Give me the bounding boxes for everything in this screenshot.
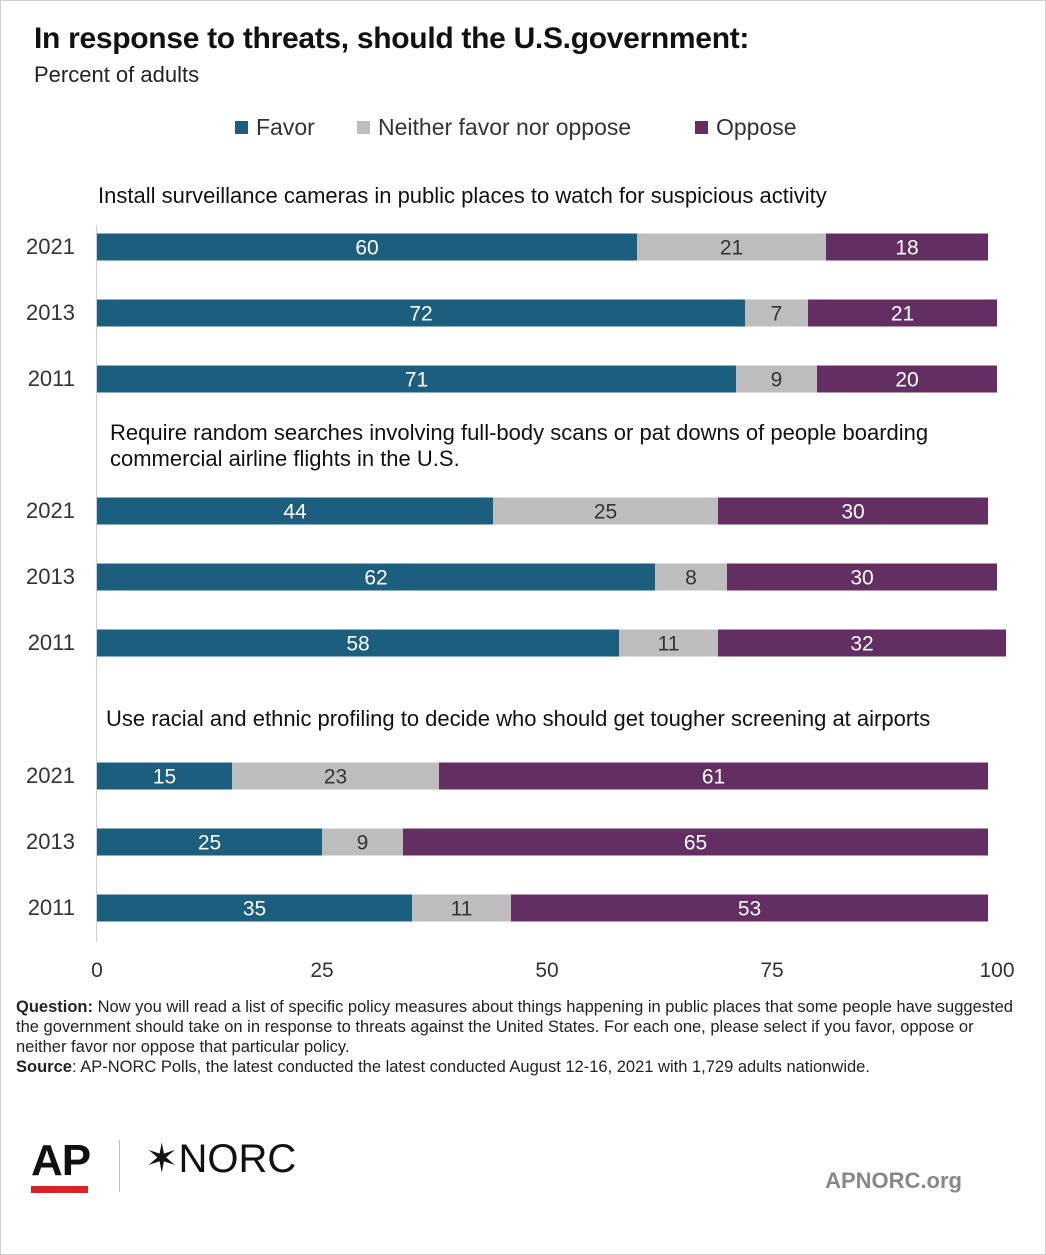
year-label: 2013 — [26, 564, 75, 589]
year-label: 2021 — [26, 498, 75, 523]
year-label: 2021 — [26, 234, 75, 259]
legend-swatch-favor — [235, 121, 248, 134]
legend-label-favor: Favor — [256, 114, 315, 140]
bar-segment-oppose — [826, 233, 988, 261]
bar-label-favor: 35 — [243, 898, 266, 921]
bar-label-oppose: 20 — [895, 369, 918, 392]
source-note: Source: AP-NORC Polls, the latest conduc… — [16, 1057, 1028, 1077]
bar-label-oppose: 65 — [684, 832, 707, 855]
notes: Question: Now you will read a list of sp… — [16, 997, 1028, 1077]
bar-segment-favor — [97, 233, 637, 261]
bar-label-oppose: 18 — [895, 237, 918, 260]
bar-label-favor: 72 — [409, 303, 432, 326]
x-tick-label: 100 — [979, 959, 1014, 982]
legend-item-favor: Favor — [235, 114, 315, 141]
bar-segment-oppose — [718, 497, 988, 525]
legend-item-oppose: Oppose — [695, 114, 797, 141]
norc-logo: ✶NORC — [145, 1137, 297, 1181]
bar-segment-favor — [97, 828, 322, 856]
chart-subtitle: Percent of adults — [34, 62, 200, 87]
ap-logo: AP — [31, 1136, 91, 1185]
bar-segment-neither — [655, 563, 727, 591]
legend-label-neither: Neither favor nor oppose — [378, 114, 632, 140]
bar-segment-oppose — [718, 629, 1006, 657]
bar-label-oppose: 53 — [738, 898, 761, 921]
question-text: Now you will read a list of specific pol… — [16, 998, 1013, 1056]
x-tick-label: 25 — [310, 959, 333, 982]
bar-label-favor: 25 — [198, 832, 221, 855]
bar-segment-neither — [637, 233, 826, 261]
group-title: Use racial and ethnic profiling to decid… — [106, 706, 930, 731]
bar-segment-neither — [322, 828, 403, 856]
x-tick-label: 75 — [760, 959, 783, 982]
bar-segment-favor — [97, 894, 412, 922]
bar-label-oppose: 61 — [702, 766, 725, 789]
bar-label-favor: 15 — [153, 766, 176, 789]
legend-swatch-neither — [357, 121, 370, 134]
chart-title: In response to threats, should the U.S.g… — [34, 22, 750, 55]
source-label: Source — [16, 1058, 72, 1076]
bar-segment-oppose — [808, 299, 997, 327]
year-label: 2013 — [26, 829, 75, 854]
bar-label-neither: 21 — [720, 237, 743, 260]
bar-segment-oppose — [727, 563, 997, 591]
bar-segment-neither — [619, 629, 718, 657]
legend-label-oppose: Oppose — [716, 114, 797, 140]
bar-segment-oppose — [403, 828, 988, 856]
bar-segment-neither — [412, 894, 511, 922]
bar-label-favor: 71 — [405, 369, 428, 392]
source-text: : AP-NORC Polls, the latest conducted th… — [71, 1058, 870, 1076]
bar-label-oppose: 30 — [841, 501, 864, 524]
bar-label-favor: 44 — [283, 501, 307, 524]
year-label: 2011 — [28, 630, 75, 655]
bar-label-favor: 60 — [355, 237, 378, 260]
year-label: 2021 — [26, 763, 75, 788]
bar-label-neither: 25 — [594, 501, 617, 524]
question-note: Question: Now you will read a list of sp… — [16, 997, 1028, 1057]
group-title: Require random searches involving full-b… — [110, 420, 928, 445]
bar-label-oppose: 21 — [891, 303, 914, 326]
bar-label-neither: 23 — [324, 766, 347, 789]
question-label: Question: — [16, 998, 93, 1016]
bar-segment-favor — [97, 497, 493, 525]
year-label: 2013 — [26, 300, 75, 325]
bar-segment-favor — [97, 299, 745, 327]
bar-segment-oppose — [511, 894, 988, 922]
bar-segment-favor — [97, 629, 619, 657]
bar-segment-favor — [97, 563, 655, 591]
bar-label-oppose: 32 — [850, 633, 873, 656]
bar-segment-favor — [97, 762, 232, 790]
bar-label-neither: 7 — [771, 303, 783, 326]
bar-label-neither: 8 — [685, 567, 697, 590]
group-title: Install surveillance cameras in public p… — [98, 183, 827, 208]
x-tick-label: 0 — [91, 959, 103, 982]
bar-segment-neither — [745, 299, 808, 327]
bar-segment-neither — [232, 762, 439, 790]
legend-item-neither: Neither favor nor oppose — [357, 114, 631, 141]
bar-segment-neither — [736, 365, 817, 393]
ap-logo-underline — [31, 1186, 88, 1193]
legend: Favor Neither favor nor oppose Oppose — [0, 114, 1046, 142]
group-title: commercial airline flights in the U.S. — [110, 446, 460, 471]
year-label: 2011 — [28, 895, 75, 920]
bar-label-neither: 11 — [658, 633, 680, 656]
bar-segment-oppose — [439, 762, 988, 790]
bar-label-favor: 62 — [364, 567, 387, 590]
site-link[interactable]: APNORC.org — [825, 1168, 962, 1193]
bar-segment-neither — [493, 497, 718, 525]
logo-divider — [119, 1140, 120, 1192]
bar-label-neither: 11 — [451, 898, 473, 921]
year-label: 2011 — [28, 366, 75, 391]
bar-segment-favor — [97, 365, 736, 393]
bar-label-neither: 9 — [357, 832, 369, 855]
bar-label-oppose: 30 — [850, 567, 873, 590]
legend-swatch-oppose — [695, 121, 708, 134]
stacked-bar-chart: 0 25 50 75 100 Install surveillance cameras i… — [26, 183, 1014, 982]
x-tick-label: 50 — [535, 959, 558, 982]
bar-label-favor: 58 — [346, 633, 369, 656]
bar-label-neither: 9 — [771, 369, 783, 392]
bar-segment-oppose — [817, 365, 997, 393]
